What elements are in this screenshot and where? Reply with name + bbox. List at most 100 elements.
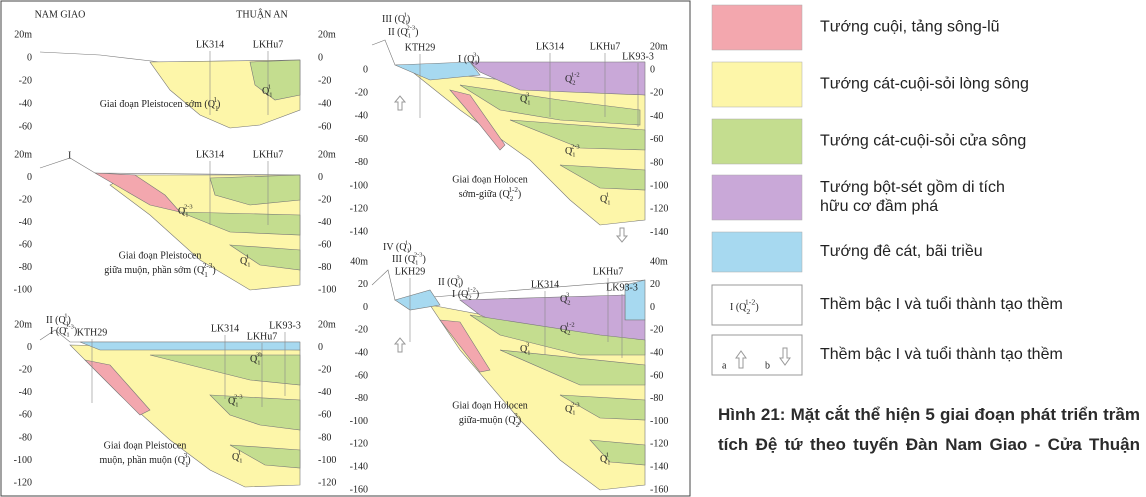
layer — [80, 342, 300, 350]
text-part: ) — [217, 99, 220, 110]
legend-swatch — [712, 5, 802, 50]
superscript: 3b — [256, 352, 263, 359]
depth-label: -100 — [318, 284, 336, 295]
up-arrow — [395, 96, 405, 110]
depth-label: -140 — [350, 461, 368, 472]
superscript: 1-2 — [467, 287, 476, 294]
depth-label: -60 — [318, 239, 331, 250]
borehole-label: LK314 — [211, 323, 239, 334]
depth-label: 0 — [363, 64, 368, 75]
superscript: 1-2 — [508, 186, 518, 194]
superscript: 2-3 — [414, 252, 423, 259]
subscript: 1 — [235, 402, 238, 409]
superscript: 2-3 — [571, 144, 580, 151]
depth-label: -100 — [350, 180, 368, 191]
depth-label: 20m — [14, 149, 32, 160]
depth-label: -40 — [19, 387, 32, 398]
subscript: 1 — [204, 270, 208, 278]
text-part: ) — [422, 254, 425, 265]
stage-label: Giai đoạn Holocen — [452, 400, 528, 411]
legend-swatch — [712, 62, 802, 107]
depth-label: -20 — [19, 194, 32, 205]
page: NAM GIAOTHUẬN AN20m0-20-40-6020m0-20-40-… — [0, 0, 1146, 497]
terrace-label: IV (Q11) — [383, 240, 412, 255]
depth-label: -40 — [19, 98, 32, 109]
depth-label: -60 — [318, 121, 331, 132]
depth-label: -140 — [350, 227, 368, 238]
depth-label: -60 — [318, 410, 331, 421]
borehole-label: LK314 — [531, 279, 559, 290]
depth-label: -80 — [318, 262, 331, 273]
superscript: 1 — [606, 192, 609, 199]
depth-label: -40 — [355, 347, 368, 358]
unit-label: Q23 — [560, 292, 570, 307]
place-label: THUẬN AN — [236, 8, 287, 20]
depth-label: -40 — [318, 387, 331, 398]
text-part: ) — [755, 302, 758, 313]
superscript: 1-2 — [745, 297, 755, 306]
legend-label: Tướng bột-sét gồm di tích — [820, 179, 1005, 196]
text-part: ) — [408, 242, 411, 253]
stage-label: giữa muộn, phần sớm (Q12-3) — [104, 262, 215, 279]
depth-label: -60 — [355, 370, 368, 381]
depth-label: -100 — [350, 416, 368, 427]
depth-label: -80 — [650, 393, 663, 404]
depth-label: -80 — [318, 432, 331, 443]
depth-label: -20 — [650, 88, 663, 99]
depth-label: -140 — [650, 227, 668, 238]
subscript: 1 — [185, 212, 188, 219]
borehole-label: LK314 — [196, 39, 224, 50]
superscript: 3 — [566, 292, 569, 299]
caption: Hình 21: Mặt cắt thể hiện 5 giai đoạn ph… — [718, 400, 1140, 497]
depth-label: -120 — [350, 203, 368, 214]
stage-label: muộn, phần muộn (Q13) — [99, 452, 190, 469]
legend-label: Thềm bậc I và tuổi thành tạo thềm — [820, 295, 1063, 313]
text-part: giữa muộn, phần sớm ( — [104, 265, 197, 276]
text-part: Giai đoạn Pleistocen sớm ( — [100, 99, 209, 110]
superscript: 2-3 — [571, 402, 580, 409]
depth-label: 20m — [14, 319, 32, 330]
depth-label: -80 — [355, 157, 368, 168]
subscript: 2 — [567, 330, 570, 337]
depth-label: 0 — [27, 172, 32, 183]
depth-label: -160 — [650, 484, 668, 495]
depth-label: -80 — [355, 393, 368, 404]
superscript: 1 — [238, 450, 241, 457]
unit-label: Q11 — [232, 450, 242, 465]
depth-label: -100 — [650, 416, 668, 427]
superscript: 1 — [246, 254, 249, 261]
depth-label: 0 — [27, 52, 32, 63]
unit-label: Q11 — [600, 192, 610, 207]
subscript: 1 — [66, 332, 69, 339]
legend-swatch — [712, 119, 802, 164]
subscript: 2 — [510, 194, 514, 202]
depth-label: -120 — [318, 477, 336, 488]
text-part: ) — [476, 54, 479, 65]
depth-label: 0 — [363, 302, 368, 313]
unit-label: Q11 — [240, 254, 250, 269]
text-part: sớm-giữa ( — [459, 189, 503, 200]
depth-label: -120 — [350, 439, 368, 450]
depth-label: -20 — [19, 364, 32, 375]
depth-label: 0 — [27, 342, 32, 353]
depth-label: -20 — [318, 194, 331, 205]
unit-label: Q13 — [520, 342, 530, 357]
subscript: 1 — [239, 458, 242, 465]
terrace-label: I (Q12-3) — [50, 324, 77, 339]
legend-label: Tướng cát-cuội-sỏi lòng sông — [820, 76, 1029, 93]
depth-label: -140 — [650, 461, 668, 472]
text-part: muộn, phần muộn ( — [99, 455, 178, 466]
text-part: III ( — [382, 14, 398, 25]
subscript: 1 — [607, 460, 610, 467]
depth-label: 0 — [650, 64, 655, 75]
depth-label: -60 — [19, 121, 32, 132]
borehole-label: LKHu7 — [247, 331, 278, 342]
depth-label: -80 — [650, 157, 663, 168]
subscript: 1 — [415, 260, 418, 267]
depth-label: -20 — [318, 75, 331, 86]
depth-label: -100 — [650, 180, 668, 191]
unit-label: Q11 — [600, 452, 610, 467]
depth-label: -40 — [318, 98, 331, 109]
unit-label: Q13 — [520, 92, 530, 107]
borehole-label: KTH29 — [405, 42, 436, 53]
